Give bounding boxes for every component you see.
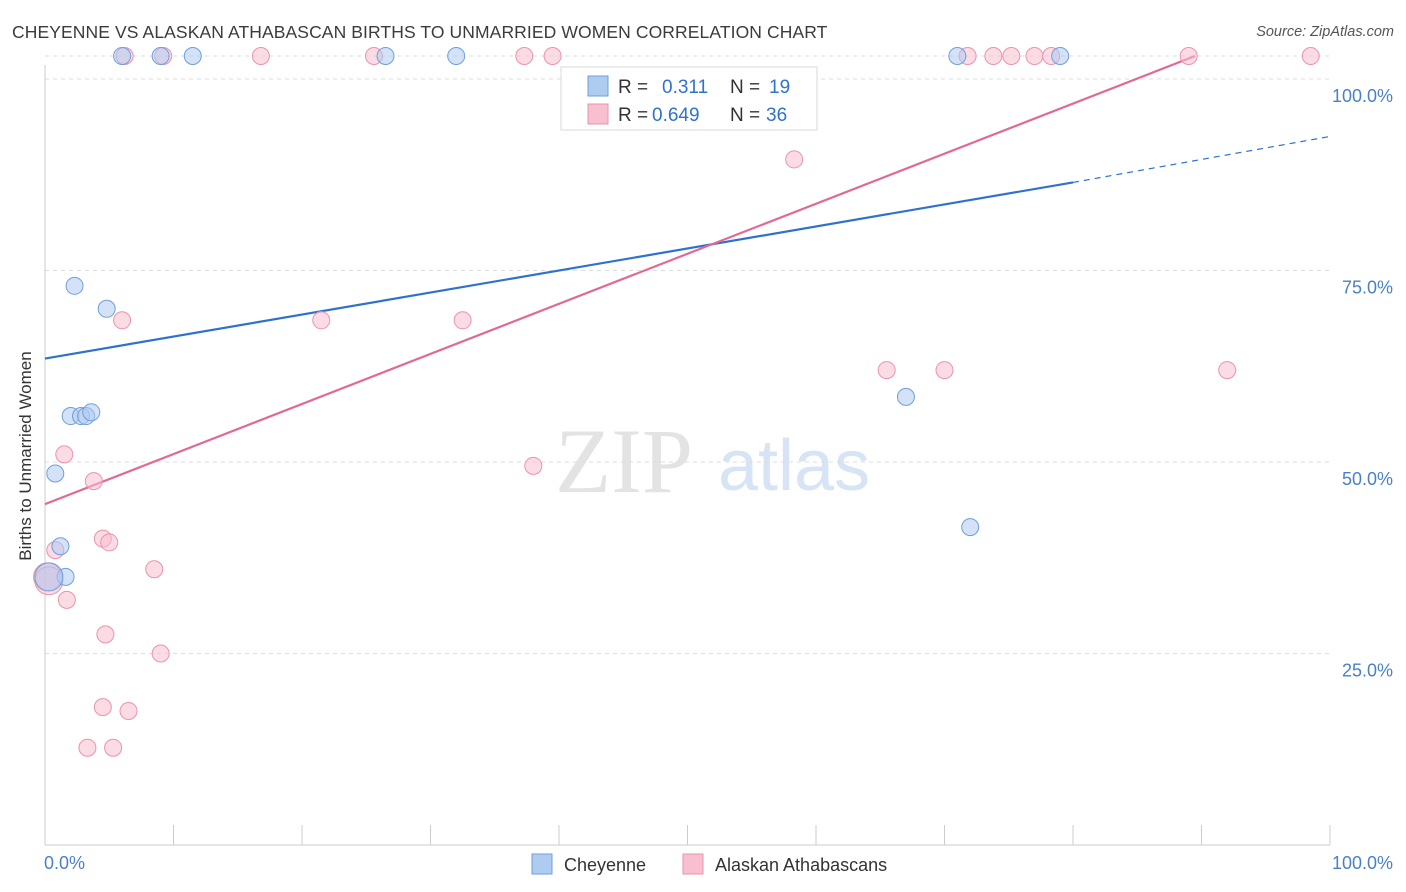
- cheyenne-point: [896, 387, 915, 406]
- athabascan-point: [935, 361, 954, 380]
- athabascan-point: [93, 698, 112, 717]
- cheyenne-point: [1051, 47, 1070, 66]
- athabascan-point: [151, 644, 170, 663]
- bottom-legend-swatch-cheyenne: [531, 853, 553, 875]
- cheyenne-trend-line: [44, 181, 1074, 360]
- legend-r-value: 0.311: [662, 77, 708, 98]
- athabascan-point: [113, 311, 132, 330]
- athabascan-point: [1301, 47, 1320, 66]
- y-tick-label: 25.0%: [1342, 661, 1393, 681]
- athabascan-point: [145, 560, 164, 579]
- athabascan-point: [96, 625, 115, 644]
- athabascan-point: [312, 311, 331, 330]
- cheyenne-point: [34, 562, 64, 592]
- cheyenne-point: [447, 47, 466, 66]
- cheyenne-point: [51, 537, 70, 556]
- cheyenne-point: [65, 276, 84, 295]
- athabascan-point: [524, 456, 543, 475]
- athabascan-point: [100, 533, 119, 552]
- athabascan-point: [55, 445, 74, 464]
- cheyenne-point: [46, 464, 65, 483]
- legend-n-label: N =: [730, 77, 760, 98]
- cheyenne-point: [82, 403, 101, 422]
- athabascan-point: [1002, 47, 1021, 66]
- cheyenne-point: [97, 299, 116, 318]
- athabascan-point: [453, 311, 472, 330]
- trend-lines: [44, 54, 1331, 506]
- legend-n-value: 36: [766, 105, 787, 126]
- athabascan-point: [515, 47, 534, 66]
- axes: [44, 65, 1331, 846]
- y-tick-labels: 25.0% 50.0% 75.0% 100.0%: [1332, 86, 1393, 681]
- athabascan-point: [84, 472, 103, 491]
- cheyenne-point: [183, 47, 202, 66]
- chart-title: CHEYENNE VS ALASKAN ATHABASCAN BIRTHS TO…: [12, 22, 828, 42]
- watermark-atlas: atlas: [718, 426, 870, 506]
- athabascan-point: [1218, 361, 1237, 380]
- legend-r-value: 0.649: [652, 105, 700, 126]
- athabascan-point: [543, 47, 562, 66]
- legend-n-label: N =: [730, 105, 760, 126]
- athabascan-point: [1179, 47, 1198, 66]
- athabascan-point: [785, 150, 804, 169]
- athabascan-point: [251, 47, 270, 66]
- athabascan-point: [1025, 47, 1044, 66]
- source-credit: Source: ZipAtlas.com: [1256, 24, 1394, 40]
- cheyenne-point: [961, 518, 980, 537]
- y-tick-label: 100.0%: [1332, 86, 1393, 106]
- legend-swatch-cheyenne: [587, 75, 609, 97]
- legend-box: R = 0.311 N = 19 R = 0.649 N = 36: [560, 66, 818, 131]
- cheyenne-point: [113, 47, 132, 66]
- athabascan-trend-line: [44, 54, 1196, 506]
- athabascan-point: [877, 361, 896, 380]
- athabascan-point: [119, 701, 138, 720]
- bottom-legend-athabascan: Alaskan Athabascans: [715, 855, 887, 875]
- x-tick-label-end: 100.0%: [1332, 853, 1393, 873]
- cheyenne-trend-extension: [1072, 135, 1331, 184]
- legend-n-value: 19: [769, 77, 790, 98]
- bottom-legend: Cheyenne Alaskan Athabascans: [531, 853, 887, 875]
- cheyenne-point: [151, 47, 170, 66]
- y-tick-label: 75.0%: [1342, 278, 1393, 298]
- athabascan-point: [104, 738, 123, 757]
- legend-r-label: R =: [618, 77, 648, 98]
- bottom-legend-cheyenne: Cheyenne: [564, 855, 646, 875]
- athabascan-point: [78, 738, 97, 757]
- data-points: [33, 47, 1320, 757]
- cheyenne-point: [948, 47, 967, 66]
- x-tick-labels: 0.0% 100.0%: [44, 853, 1393, 873]
- y-tick-label: 50.0%: [1342, 469, 1393, 489]
- athabascan-point: [984, 47, 1003, 66]
- athabascan-point: [57, 590, 76, 609]
- watermark-zip: ZIP: [555, 410, 693, 512]
- legend-swatch-athabascan: [587, 103, 609, 125]
- cheyenne-point: [376, 47, 395, 66]
- legend-r-label: R =: [618, 105, 648, 126]
- x-tick-label-start: 0.0%: [44, 853, 85, 873]
- bottom-legend-swatch-athabascan: [682, 853, 704, 875]
- grid-lines: [45, 55, 1330, 654]
